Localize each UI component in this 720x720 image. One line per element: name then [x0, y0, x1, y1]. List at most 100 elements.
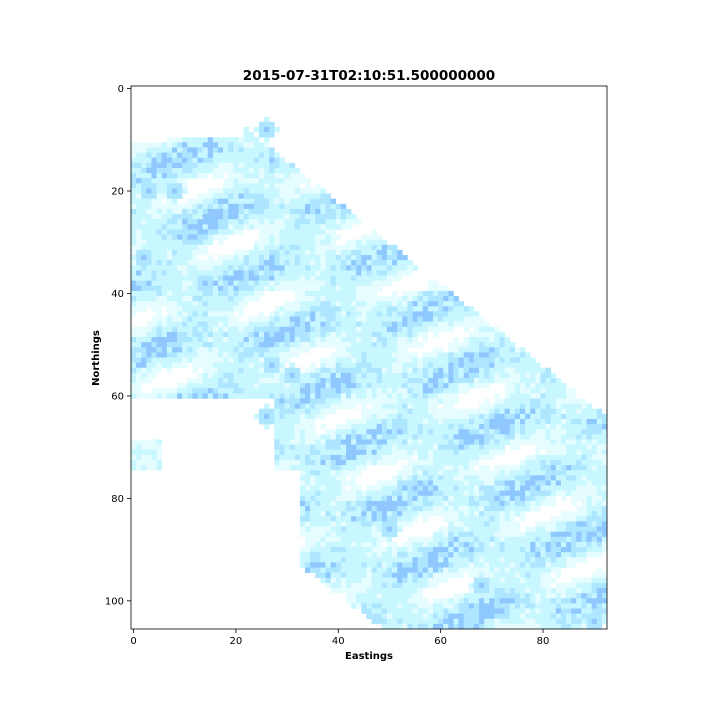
heatmap-cell: [320, 495, 326, 502]
heatmap-cell: [535, 593, 541, 599]
heatmap-cell: [381, 588, 388, 594]
heatmap-cell: [494, 403, 500, 410]
heatmap-cell: [335, 536, 342, 543]
heatmap-cell: [253, 383, 260, 389]
heatmap-cell: [473, 603, 480, 609]
heatmap-cell: [376, 398, 383, 404]
heatmap-cell: [182, 331, 188, 338]
heatmap-cell: [289, 208, 296, 215]
heatmap-cell: [274, 357, 280, 363]
heatmap-cell: [223, 393, 229, 399]
heatmap-cell: [509, 470, 516, 476]
heatmap-cell: [397, 342, 403, 348]
heatmap-cell: [427, 454, 434, 461]
heatmap-cell: [320, 316, 326, 322]
heatmap-cell: [131, 367, 137, 374]
heatmap-cell: [182, 301, 188, 307]
heatmap-cell: [243, 357, 250, 363]
heatmap-cell: [192, 198, 198, 205]
heatmap-cell: [233, 137, 239, 143]
heatmap-cell: [479, 444, 485, 450]
heatmap-cell: [315, 367, 321, 374]
heatmap-cell: [284, 239, 290, 246]
heatmap-cell: [525, 470, 531, 476]
heatmap-cell: [151, 280, 157, 287]
heatmap-cell: [299, 219, 306, 225]
heatmap-cell: [356, 526, 362, 532]
heatmap-cell: [284, 229, 290, 235]
heatmap-cell: [596, 588, 603, 594]
heatmap-cell: [345, 367, 352, 374]
heatmap-cell: [325, 490, 331, 497]
heatmap-cell: [305, 408, 311, 415]
heatmap-cell: [530, 603, 536, 609]
heatmap-cell: [274, 198, 280, 205]
heatmap-cell: [417, 588, 424, 594]
heatmap-cell: [325, 342, 331, 348]
heatmap-cell: [351, 296, 357, 302]
heatmap-cell: [489, 418, 495, 425]
heatmap-cell: [197, 270, 203, 276]
heatmap-cell: [540, 418, 546, 425]
heatmap-cell: [192, 214, 198, 220]
heatmap-cell: [509, 506, 516, 512]
heatmap-cell: [473, 531, 480, 538]
heatmap-cell: [351, 377, 357, 384]
heatmap-cell: [417, 480, 424, 486]
heatmap-cell: [264, 316, 270, 322]
heatmap-cell: [243, 203, 250, 210]
heatmap-cell: [555, 608, 562, 614]
heatmap-cell: [325, 229, 331, 235]
heatmap-cell: [473, 372, 480, 379]
heatmap-cell: [269, 321, 275, 328]
heatmap-cell: [177, 301, 183, 307]
heatmap-cell: [269, 311, 275, 317]
heatmap-cell: [325, 275, 331, 281]
heatmap-cell: [479, 439, 485, 445]
heatmap-cell: [397, 567, 403, 573]
heatmap-cell: [407, 398, 413, 404]
heatmap-cell: [473, 536, 480, 543]
heatmap-cell: [438, 393, 444, 399]
heatmap-cell: [258, 362, 265, 369]
heatmap-cell: [207, 260, 214, 266]
heatmap-cell: [530, 372, 536, 379]
heatmap-cell: [299, 403, 306, 410]
heatmap-cell: [504, 434, 511, 440]
heatmap-cell: [376, 285, 383, 292]
heatmap-cell: [299, 234, 306, 240]
heatmap-cell: [576, 516, 582, 522]
heatmap-cell: [345, 562, 352, 568]
heatmap-cell: [361, 239, 367, 246]
heatmap-cell: [550, 547, 557, 553]
heatmap-cell: [427, 306, 434, 312]
heatmap-cell: [345, 393, 352, 399]
heatmap-cell: [397, 393, 403, 399]
heatmap-cell: [586, 603, 592, 609]
heatmap-cell: [432, 357, 439, 363]
heatmap-cell: [248, 255, 255, 261]
heatmap-cell: [417, 603, 424, 609]
heatmap-cell: [381, 418, 388, 425]
heatmap-cell: [207, 290, 214, 297]
heatmap-cell: [468, 408, 475, 415]
heatmap-cell: [463, 439, 470, 445]
heatmap-cell: [525, 403, 531, 410]
heatmap-cell: [253, 265, 260, 271]
heatmap-cell: [438, 362, 444, 369]
heatmap-cell: [166, 203, 173, 210]
heatmap-cell: [601, 429, 608, 435]
heatmap-cell: [141, 239, 147, 246]
heatmap-cell: [386, 244, 393, 251]
heatmap-cell: [218, 167, 224, 174]
heatmap-cell: [166, 219, 173, 225]
heatmap-cell: [351, 214, 357, 220]
heatmap-cell: [381, 434, 388, 440]
heatmap-cell: [305, 526, 311, 532]
heatmap-cell: [197, 383, 203, 389]
heatmap-cell: [427, 285, 434, 292]
heatmap-cell: [525, 593, 531, 599]
heatmap-cell: [361, 260, 367, 266]
heatmap-cell: [540, 557, 546, 563]
heatmap-cell: [233, 331, 239, 338]
